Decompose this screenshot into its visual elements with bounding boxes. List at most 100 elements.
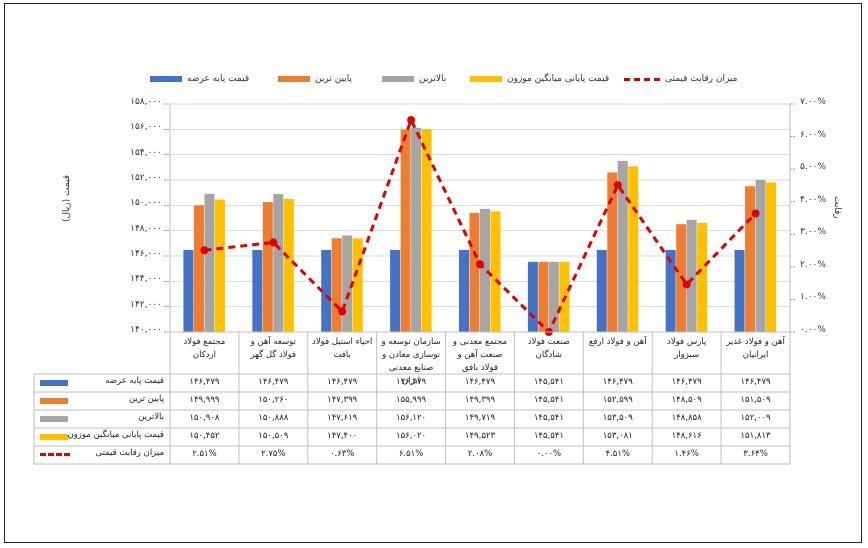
table-cell: ۱۵۳,۵۰۹	[602, 413, 633, 423]
y-tick-label: ۱۴۴,۰۰۰	[130, 274, 162, 285]
row-header: قیمت پایانی میانگین موزون	[67, 430, 164, 440]
table-cell: ۱.۴۶%	[674, 449, 699, 459]
bar	[480, 208, 490, 332]
competition-point	[476, 260, 484, 269]
legend-swatch	[382, 76, 414, 82]
bar	[538, 261, 549, 332]
table-cell: ۱۴۶,۴۷۹	[464, 377, 496, 387]
table-cell: ۳.۶۴%	[743, 449, 768, 459]
bar	[331, 238, 342, 332]
category-label: پارس فولاد سبزوار	[667, 337, 707, 360]
table-cell: ۱۴۵,۵۴۱	[533, 431, 564, 441]
row-swatch	[40, 434, 68, 440]
bar	[665, 249, 676, 332]
legend-swatch	[150, 76, 182, 82]
category-label: مجتمع معدنی و صنعت آهن و فولاد بافق	[452, 337, 508, 373]
table-cell: ۲.۰۸%	[467, 449, 493, 459]
row-line-swatch	[40, 453, 70, 456]
bar	[490, 211, 501, 332]
y-tick-label: ۱۴۶,۰۰۰	[130, 249, 162, 259]
bar	[252, 249, 263, 332]
table-cell: ۱۴۵,۵۴۱	[533, 413, 564, 423]
competition-point	[407, 115, 416, 124]
bar	[755, 179, 766, 332]
table-cell: ۱۴۶,۴۷۹	[189, 377, 220, 387]
category-label: صنعت فولاد شادگان	[527, 337, 570, 360]
legend-label: قیمت پایه عرضه	[187, 74, 250, 84]
table-cell: ۱۴۶,۴۷۹	[740, 377, 771, 387]
legend-label: میزان رقابت قیمتی	[665, 74, 738, 84]
bar	[204, 193, 215, 332]
bar	[411, 127, 422, 333]
category-label: آهن و فولاد ارفع	[588, 337, 647, 347]
table-cell: ۱۴۷,۴۰۰	[327, 431, 358, 441]
category-label: آهن و فولاد غدیر ایرانیان	[726, 337, 785, 360]
y2-tick-label: ۰.۰۰%	[800, 325, 826, 335]
category-label: احیاء استیل فولاد بافت	[312, 337, 373, 360]
y2-tick-label: ۱.۰۰%	[800, 292, 826, 303]
table-cell: ۱۵۰,۹۰۸	[189, 413, 220, 423]
y2-tick-label: ۴.۰۰%	[800, 194, 826, 205]
table-cell: ۱۵۰,۵۰۹	[258, 431, 289, 441]
bar	[183, 249, 194, 332]
table-cell: ۱۵۰,۴۵۲	[189, 431, 220, 441]
category-label: مجتمع فولاد اردکان	[183, 337, 226, 360]
y2-tick-label: ۶.۰۰%	[800, 129, 826, 140]
bar	[697, 222, 708, 332]
category-label: سازمان توسعه و نوسازی معادن و صنایع معدن…	[381, 337, 441, 386]
table-cell: ۱۵۲,۰۰۹	[740, 413, 771, 423]
competition-point	[751, 209, 760, 218]
y-tick-label: ۱۴۲,۰۰۰	[130, 299, 162, 310]
table-cell: ۱۴۸,۸۵۸	[671, 413, 702, 423]
table-cell: ۱۴۹,۵۲۳	[464, 431, 496, 441]
table-cell: ۱۴۶,۴۷۹	[396, 377, 427, 387]
table-cell: ۱۴۹,۹۹۹	[189, 395, 220, 405]
y-tick-label: ۱۵۴,۰۰۰	[130, 147, 162, 158]
bar	[421, 129, 432, 332]
legend-label: قیمت پایانی میانگین موزون	[507, 74, 610, 84]
table-cell: ۱۴۶,۴۷۹	[327, 377, 358, 387]
table-cell: ۱۴۵,۵۴۱	[533, 395, 564, 405]
bar	[459, 249, 469, 332]
table-cell: ۱۴۹,۳۹۹	[464, 395, 496, 405]
table-cell: ۱۵۰,۲۶۰	[258, 395, 289, 405]
y-tick-label: ۱۴۸,۰۰۰	[130, 223, 162, 234]
bar	[766, 182, 777, 332]
y2-tick-label: ۲.۰۰%	[800, 259, 826, 270]
legend-swatch	[278, 76, 310, 82]
row-swatch	[40, 380, 68, 386]
row-swatch	[40, 398, 68, 404]
bar	[193, 205, 204, 332]
legend-item-lowest: پایین ترین	[278, 70, 352, 88]
legend: قیمت پایه عرضه پایین ترین بالاترین قیمت …	[150, 70, 750, 90]
row-header: میزان رقابت قیمتی	[95, 448, 164, 458]
table-cell: ۰.۰۰%	[536, 449, 562, 459]
legend-item-highest: بالاترین	[382, 70, 446, 88]
table-cell: ۲.۷۵%	[261, 449, 286, 459]
table-cell: ۱۵۶,۰۲۰	[396, 431, 427, 441]
bar	[596, 249, 607, 332]
y2-tick-label: ۳.۰۰%	[800, 227, 826, 238]
table-cell: ۱۴۶,۴۷۹	[671, 377, 702, 387]
table-cell: ۱۵۱,۵۰۹	[740, 395, 771, 405]
legend-item-base-price: قیمت پایه عرضه	[150, 70, 249, 88]
bar	[734, 249, 745, 332]
table-cell: ۱۵۰,۸۸۸	[258, 413, 289, 423]
legend-item-competition: میزان رقابت قیمتی	[624, 70, 738, 88]
row-header: پایین ترین	[129, 394, 164, 404]
table-cell: ۲.۵۱%	[192, 449, 217, 459]
table-cell: ۱۴۹,۷۱۹	[464, 413, 496, 423]
bar	[628, 166, 639, 332]
bar	[686, 219, 697, 332]
table-cell: ۱۴۷,۳۹۹	[327, 395, 358, 405]
y-tick-label: ۱۵۲,۰۰۰	[130, 173, 162, 183]
legend-line-swatch	[624, 77, 660, 81]
table-cell: ۱۴۶,۴۷۹	[258, 377, 289, 387]
bar	[607, 172, 618, 332]
bar	[273, 194, 284, 332]
bar	[321, 249, 332, 332]
table-cell: ۱۵۱,۸۱۳	[740, 431, 771, 441]
table-cell: ۱۵۶,۱۲۰	[396, 413, 427, 423]
bar	[283, 198, 294, 332]
